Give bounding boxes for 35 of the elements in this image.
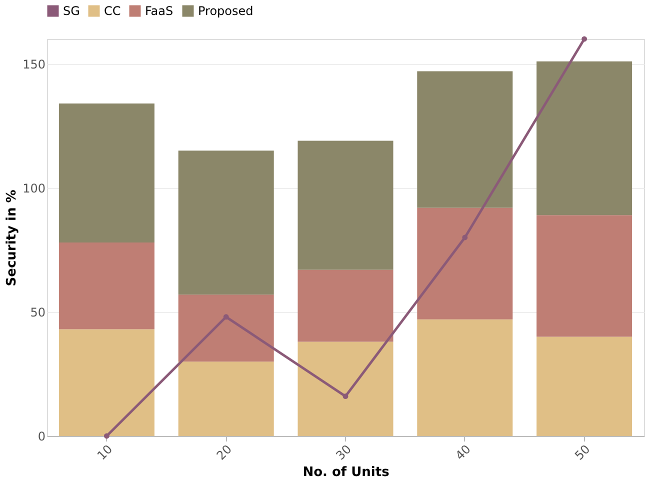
bar [536, 336, 632, 436]
y-tick-label: 50 [30, 305, 46, 320]
bar [417, 319, 513, 436]
x-tick-label: 10 [94, 442, 116, 463]
bar [178, 362, 274, 436]
x-tick-label: 30 [333, 442, 354, 463]
bar [298, 140, 394, 270]
point [342, 394, 348, 400]
bar [298, 342, 394, 436]
bar [298, 270, 394, 342]
x-axis-title: No. of Units [302, 465, 390, 480]
y-tick-label: 150 [22, 57, 46, 72]
y-tick-label: 0 [38, 430, 46, 444]
bar [58, 242, 154, 330]
legend-label: Proposed [198, 4, 254, 18]
bar [178, 294, 274, 362]
point [462, 234, 468, 240]
bar [536, 215, 632, 337]
x-tick-label: 40 [452, 442, 474, 463]
bar [58, 329, 154, 436]
legend-label: CC [104, 4, 121, 18]
bar [536, 61, 632, 216]
y-axis-title: Security in % [4, 190, 20, 286]
y-tick-label: 100 [22, 181, 46, 196]
bar [417, 208, 513, 320]
bar [58, 104, 154, 242]
legend-label: SG [63, 4, 80, 18]
point [582, 36, 588, 42]
x-tick-label: 20 [214, 442, 235, 463]
point [104, 433, 110, 439]
bar [178, 150, 274, 295]
x-tick-label: 50 [572, 442, 593, 463]
legend-label: FaaS [145, 4, 174, 18]
point [223, 314, 229, 320]
bar [417, 71, 513, 208]
